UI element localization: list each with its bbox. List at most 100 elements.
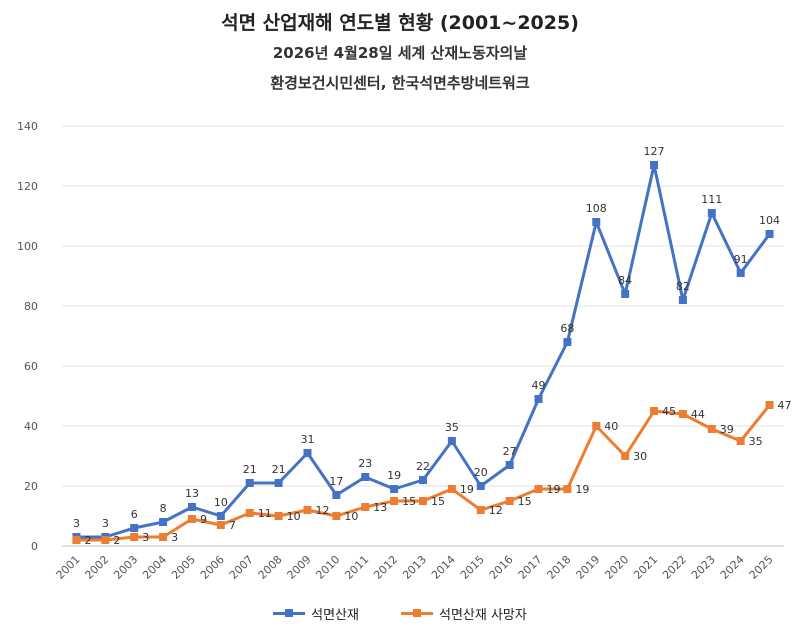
x-tick-label: 2007 — [227, 553, 256, 582]
data-point — [303, 506, 312, 514]
gridlines — [62, 125, 784, 547]
data-label: 9 — [200, 513, 207, 526]
x-tick-label: 2008 — [256, 553, 285, 582]
data-point — [361, 503, 370, 511]
x-tick-label: 2021 — [631, 553, 660, 582]
data-label: 82 — [676, 280, 690, 293]
data-point — [707, 425, 716, 433]
data-label: 21 — [272, 463, 286, 476]
data-point — [563, 338, 572, 346]
chart-titles: 석면 산업재해 연도별 현황 (2001~2025) 2026년 4월28일 세… — [0, 8, 800, 98]
data-label: 13 — [185, 487, 199, 500]
x-tick-label: 2013 — [400, 553, 429, 582]
x-tick-label: 2022 — [660, 553, 689, 582]
data-label: 22 — [416, 460, 430, 473]
x-tick-label: 2004 — [140, 553, 169, 582]
data-point — [736, 437, 745, 445]
data-point — [159, 518, 168, 526]
data-point — [476, 482, 485, 490]
data-point — [130, 524, 139, 532]
x-tick-label: 2001 — [54, 553, 83, 582]
data-label: 127 — [644, 145, 665, 158]
data-point — [332, 512, 341, 520]
data-point — [101, 536, 110, 544]
series-lines — [72, 161, 774, 544]
data-point — [707, 209, 716, 217]
legend-label: 석면산재 — [311, 608, 359, 623]
data-point — [419, 497, 427, 505]
y-tick-label: 120 — [17, 180, 38, 193]
data-label: 12 — [315, 504, 329, 517]
data-point — [621, 452, 630, 460]
x-tick-label: 2025 — [747, 553, 776, 582]
data-label: 2 — [113, 534, 120, 547]
data-point — [765, 401, 774, 409]
data-label: 47 — [778, 399, 792, 412]
data-point — [419, 476, 427, 484]
y-tick-label: 100 — [17, 240, 38, 253]
x-tick-label: 2005 — [169, 553, 198, 582]
data-label: 49 — [532, 379, 546, 392]
x-tick-label: 2003 — [111, 553, 140, 582]
data-point — [274, 512, 283, 520]
data-label: 35 — [445, 421, 459, 434]
data-point — [274, 479, 283, 487]
data-point — [303, 449, 312, 457]
data-label: 15 — [518, 495, 532, 508]
data-label: 3 — [73, 517, 80, 530]
x-tick-label: 2009 — [285, 553, 314, 582]
data-label: 10 — [344, 510, 358, 523]
y-tick-label: 20 — [24, 480, 38, 493]
chart-subtitle-date: 2026년 4월28일 세계 산재노동자의날 — [272, 44, 528, 62]
data-point — [563, 485, 572, 493]
data-label: 68 — [560, 322, 574, 335]
data-point — [130, 533, 139, 541]
data-point — [447, 485, 456, 493]
data-label: 23 — [358, 457, 372, 470]
x-tick-label: 2010 — [313, 553, 342, 582]
data-label: 19 — [575, 483, 589, 496]
x-tick-label: 2014 — [429, 553, 458, 582]
data-label: 45 — [662, 405, 676, 418]
data-point — [216, 521, 225, 529]
data-label: 7 — [229, 519, 236, 532]
data-point — [390, 497, 399, 505]
data-label: 8 — [160, 502, 167, 515]
data-point — [534, 485, 543, 493]
data-label: 6 — [131, 508, 138, 521]
x-tick-label: 2017 — [516, 553, 545, 582]
legend-swatch-blue — [273, 609, 306, 617]
y-tick-label: 40 — [24, 420, 38, 433]
data-point — [216, 512, 225, 520]
data-point — [678, 410, 687, 418]
y-tick-label: 60 — [24, 360, 38, 373]
x-tick-label: 2019 — [573, 553, 602, 582]
data-label: 108 — [586, 202, 607, 215]
data-label: 84 — [618, 274, 632, 287]
data-label: 17 — [329, 475, 343, 488]
data-label: 3 — [171, 531, 178, 544]
data-label: 19 — [547, 483, 561, 496]
data-label: 12 — [489, 504, 503, 517]
y-tick-label: 140 — [17, 120, 38, 133]
data-label: 13 — [373, 501, 387, 514]
data-label: 91 — [734, 253, 748, 266]
data-point — [245, 479, 254, 487]
data-label: 3 — [102, 517, 109, 530]
data-point — [505, 497, 514, 505]
x-tick-label: 2006 — [198, 553, 227, 582]
data-label: 39 — [720, 423, 734, 436]
data-label: 27 — [503, 445, 517, 458]
data-label: 21 — [243, 463, 257, 476]
data-point — [187, 503, 196, 511]
x-tick-label: 2002 — [82, 553, 111, 582]
y-tick-label: 0 — [31, 540, 38, 553]
data-point — [505, 461, 514, 469]
data-point — [736, 269, 745, 277]
data-label: 111 — [701, 193, 722, 206]
data-label: 2 — [84, 534, 91, 547]
data-point — [476, 506, 485, 514]
x-tick-label: 2012 — [371, 553, 400, 582]
